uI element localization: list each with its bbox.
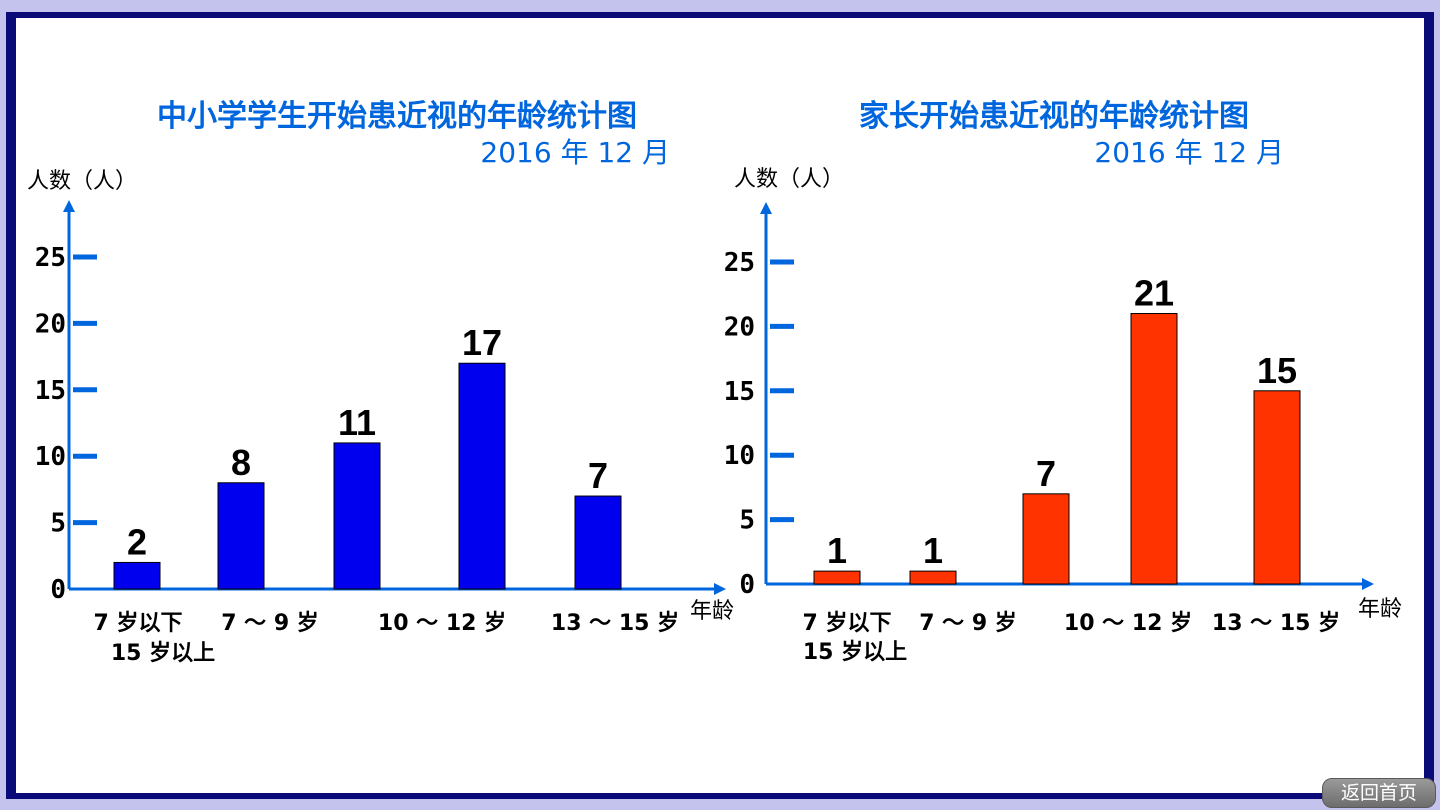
student-bar-value-label: 8: [231, 442, 251, 483]
parent-y-tick-label: 10: [724, 441, 755, 471]
student-bar-value-label: 2: [127, 521, 147, 562]
parent-bar-value-label: 7: [1036, 453, 1056, 494]
parent-bar: [1130, 313, 1178, 585]
parent-y-axis-arrow: [760, 202, 772, 214]
student-x-axis-arrow: [714, 583, 726, 595]
student-bar-value-label: 11: [338, 402, 376, 443]
student-bar: [217, 482, 265, 590]
parent-bar-value-label: 1: [827, 530, 847, 571]
student-bar-value-label: 17: [462, 322, 502, 363]
student-chart-date: 2016 年 12 月: [480, 136, 670, 169]
parent-y-tick-label: 25: [724, 248, 755, 278]
student-x-category-label: 7 岁以下: [94, 610, 183, 636]
parent-bar-value-label: 21: [1134, 273, 1174, 314]
parent-bar-value-label: 15: [1257, 350, 1297, 391]
student-bar: [574, 495, 622, 590]
parent-y-tick-label: 5: [739, 506, 755, 536]
slide-canvas: [16, 18, 1424, 793]
parent-x-category-label: 10 ～ 12 岁: [1064, 610, 1192, 636]
parent-bar: [813, 570, 861, 585]
parent-y-tick-label: 15: [724, 377, 755, 407]
student-x-category-label: 15 岁以上: [111, 640, 215, 666]
parent-chart-date: 2016 年 12 月: [1094, 136, 1284, 169]
home-button[interactable]: 返回首页: [1322, 778, 1436, 808]
parent-x-category-label: 7 ～ 9 岁: [919, 610, 1017, 636]
student-x-category-label: 7 ～ 9 岁: [221, 610, 319, 636]
student-y-tick-label: 5: [50, 509, 66, 539]
parent-x-axis-arrow: [1362, 578, 1374, 590]
parent-bar: [909, 570, 957, 585]
student-bar: [333, 442, 381, 590]
student-x-category-label: 10 ～ 12 岁: [378, 610, 506, 636]
parent-x-category-label: 13 ～ 15 岁: [1212, 610, 1340, 636]
student-y-tick-label: 0: [50, 575, 66, 605]
parent-bar: [1022, 493, 1070, 585]
parent-x-axis-label: 年龄: [1358, 597, 1402, 622]
parent-x-category-label: 7 岁以下: [803, 610, 892, 636]
parent-y-tick-label: 20: [724, 312, 755, 342]
parent-y-tick-label: 0: [739, 570, 755, 600]
student-y-tick-label: 10: [35, 442, 66, 472]
student-chart-title: 中小学学生开始患近视的年龄统计图: [157, 99, 637, 134]
student-y-axis-arrow: [63, 200, 75, 212]
slide-frame: [6, 12, 1434, 799]
parent-bar: [1253, 390, 1301, 585]
parent-x-category-label: 15 岁以上: [803, 639, 907, 665]
student-bar: [458, 362, 506, 590]
student-y-axis-label: 人数（人）: [27, 169, 137, 194]
student-y-tick-label: 20: [35, 309, 66, 339]
parent-bar-value-label: 1: [923, 530, 943, 571]
student-y-tick-label: 15: [35, 376, 66, 406]
student-x-axis-label: 年龄: [690, 599, 734, 624]
student-y-tick-label: 25: [35, 243, 66, 273]
parent-chart-title: 家长开始患近视的年龄统计图: [859, 99, 1249, 134]
student-bar-value-label: 7: [588, 455, 608, 496]
student-x-category-label: 13 ～ 15 岁: [551, 610, 679, 636]
parent-y-axis-label: 人数（人）: [734, 167, 844, 192]
student-bar: [113, 561, 161, 590]
